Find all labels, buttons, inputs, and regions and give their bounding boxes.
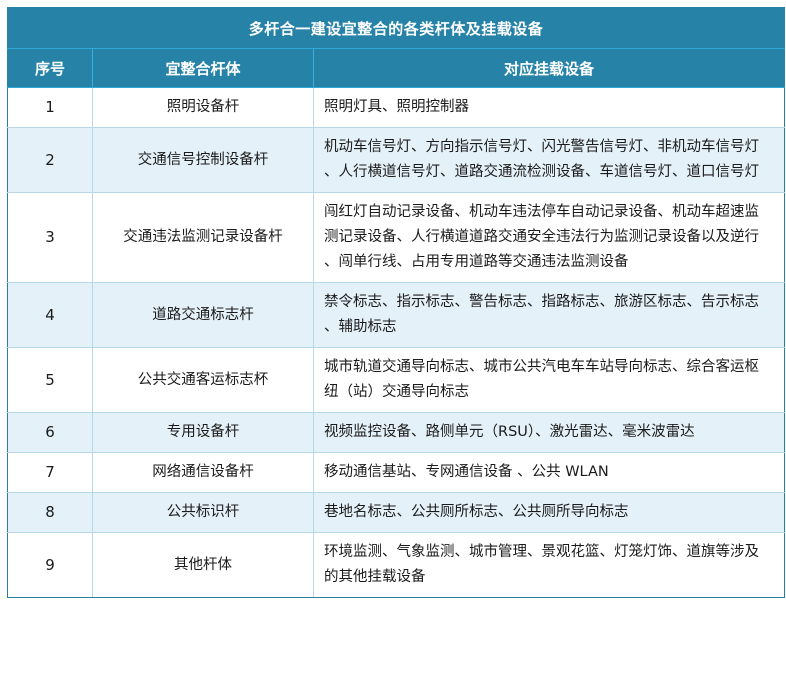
- cell-seq: 6: [7, 412, 93, 453]
- cell-equipment: 环境监测、气象监测、城市管理、景观花篮、灯笼灯饰、道旗等涉及的其他挂载设备: [312, 532, 786, 598]
- table-row: 1 照明设备杆 照明灯具、照明控制器: [7, 87, 786, 128]
- cell-equipment: 照明灯具、照明控制器: [312, 87, 786, 128]
- cell-equipment: 机动车信号灯、方向指示信号灯、闪光警告信号灯、非机动车信号灯、人行横道信号灯、道…: [312, 127, 786, 193]
- table-row: 8 公共标识杆 巷地名标志、公共厕所标志、公共厕所导向标志: [7, 492, 786, 533]
- cell-pole: 其他杆体: [92, 532, 314, 598]
- cell-seq: 9: [7, 532, 93, 598]
- cell-seq: 5: [7, 347, 93, 413]
- cell-pole: 道路交通标志杆: [92, 282, 314, 348]
- poles-and-equipment-table: 多杆合一建设宜整合的各类杆体及挂载设备 序号 宜整合杆体 对应挂载设备 1 照明…: [6, 7, 786, 598]
- table-title: 多杆合一建设宜整合的各类杆体及挂载设备: [6, 7, 786, 49]
- cell-pole: 交通信号控制设备杆: [92, 127, 314, 193]
- table-row: 7 网络通信设备杆 移动通信基站、专网通信设备 、公共 WLAN: [7, 452, 786, 493]
- cell-equipment: 禁令标志、指示标志、警告标志、指路标志、旅游区标志、告示标志、辅助标志: [312, 282, 786, 348]
- cell-pole: 专用设备杆: [92, 412, 314, 453]
- table-row: 6 专用设备杆 视频监控设备、路侧单元（RSU）、激光雷达、毫米波雷达: [7, 412, 786, 453]
- table-body: 1 照明设备杆 照明灯具、照明控制器 2 交通信号控制设备杆 机动车信号灯、方向…: [7, 87, 786, 598]
- table-row: 5 公共交通客运标志杯 城市轨道交通导向标志、城市公共汽电车车站导向标志、综合客…: [7, 347, 786, 413]
- table-header: 多杆合一建设宜整合的各类杆体及挂载设备 序号 宜整合杆体 对应挂载设备: [6, 7, 786, 88]
- table-row: 9 其他杆体 环境监测、气象监测、城市管理、景观花篮、灯笼灯饰、道旗等涉及的其他…: [7, 532, 786, 598]
- column-header-seq: 序号: [7, 48, 93, 88]
- cell-pole: 网络通信设备杆: [92, 452, 314, 493]
- table-row: 4 道路交通标志杆 禁令标志、指示标志、警告标志、指路标志、旅游区标志、告示标志…: [7, 282, 786, 348]
- cell-equipment: 移动通信基站、专网通信设备 、公共 WLAN: [312, 452, 786, 493]
- table-row: 2 交通信号控制设备杆 机动车信号灯、方向指示信号灯、闪光警告信号灯、非机动车信…: [7, 127, 786, 193]
- table-row: 3 交通违法监测记录设备杆 闯红灯自动记录设备、机动车违法停车自动记录设备、机动…: [7, 192, 786, 283]
- cell-pole: 交通违法监测记录设备杆: [92, 192, 314, 283]
- column-header-equipment: 对应挂载设备: [312, 48, 786, 88]
- cell-equipment: 闯红灯自动记录设备、机动车违法停车自动记录设备、机动车超速监测记录设备、人行横道…: [312, 192, 786, 283]
- cell-seq: 3: [7, 192, 93, 283]
- table-column-header-row: 序号 宜整合杆体 对应挂载设备: [7, 48, 786, 88]
- cell-equipment: 巷地名标志、公共厕所标志、公共厕所导向标志: [312, 492, 786, 533]
- cell-seq: 2: [7, 127, 93, 193]
- column-header-pole: 宜整合杆体: [92, 48, 314, 88]
- cell-seq: 1: [7, 87, 93, 128]
- cell-pole: 公共交通客运标志杯: [92, 347, 314, 413]
- cell-seq: 4: [7, 282, 93, 348]
- cell-pole: 公共标识杆: [92, 492, 314, 533]
- table-title-row: 多杆合一建设宜整合的各类杆体及挂载设备: [6, 7, 786, 49]
- cell-equipment: 城市轨道交通导向标志、城市公共汽电车车站导向标志、综合客运枢纽（站）交通导向标志: [312, 347, 786, 413]
- cell-equipment: 视频监控设备、路侧单元（RSU）、激光雷达、毫米波雷达: [312, 412, 786, 453]
- cell-seq: 7: [7, 452, 93, 493]
- cell-seq: 8: [7, 492, 93, 533]
- cell-pole: 照明设备杆: [92, 87, 314, 128]
